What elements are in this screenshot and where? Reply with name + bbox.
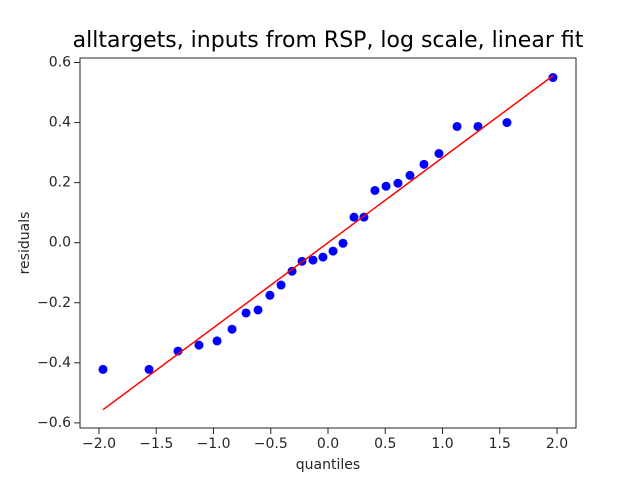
plot-frame bbox=[79, 57, 577, 429]
chart-title: alltargets, inputs from RSP, log scale, … bbox=[73, 28, 584, 53]
point bbox=[393, 178, 403, 188]
point bbox=[241, 308, 251, 318]
point bbox=[473, 121, 483, 131]
point bbox=[308, 255, 318, 265]
point bbox=[548, 73, 558, 83]
y-axis-label: residuals bbox=[17, 212, 33, 275]
point bbox=[276, 280, 286, 290]
y-tick-label: −0.2 bbox=[37, 295, 71, 311]
point bbox=[318, 252, 328, 262]
x-tick-label: 1.0 bbox=[431, 436, 453, 452]
point bbox=[452, 121, 462, 131]
point bbox=[405, 170, 415, 180]
y-tick-label: 0.2 bbox=[49, 175, 71, 191]
x-tick-label: −1.5 bbox=[139, 436, 173, 452]
x-tick-label: −1.0 bbox=[197, 436, 231, 452]
fit-line bbox=[102, 75, 554, 411]
point bbox=[212, 336, 222, 346]
point bbox=[98, 364, 108, 374]
point bbox=[349, 212, 359, 222]
point bbox=[227, 324, 237, 334]
x-tick-label: 0.5 bbox=[374, 436, 396, 452]
point bbox=[381, 181, 391, 191]
y-tick-label: 0.0 bbox=[49, 235, 71, 251]
x-tick-label: 2.0 bbox=[546, 436, 568, 452]
x-tick-label: 1.5 bbox=[489, 436, 511, 452]
point bbox=[144, 364, 154, 374]
point bbox=[434, 149, 444, 159]
point bbox=[253, 305, 263, 315]
y-tick-label: −0.6 bbox=[37, 415, 71, 431]
point bbox=[328, 246, 338, 256]
point bbox=[338, 238, 348, 248]
point bbox=[265, 290, 275, 300]
point bbox=[194, 340, 204, 350]
x-axis-label: quantiles bbox=[296, 457, 360, 473]
point bbox=[370, 185, 380, 195]
point bbox=[173, 346, 183, 356]
y-tick-label: −0.4 bbox=[37, 355, 71, 371]
point bbox=[502, 118, 512, 128]
x-tick-label: 0.0 bbox=[317, 436, 339, 452]
x-tick-label: −2.0 bbox=[82, 436, 116, 452]
point bbox=[419, 159, 429, 169]
y-tick-label: 0.4 bbox=[49, 115, 71, 131]
x-tick-label: −0.5 bbox=[254, 436, 288, 452]
point bbox=[287, 266, 297, 276]
y-tick-label: 0.6 bbox=[49, 55, 71, 71]
